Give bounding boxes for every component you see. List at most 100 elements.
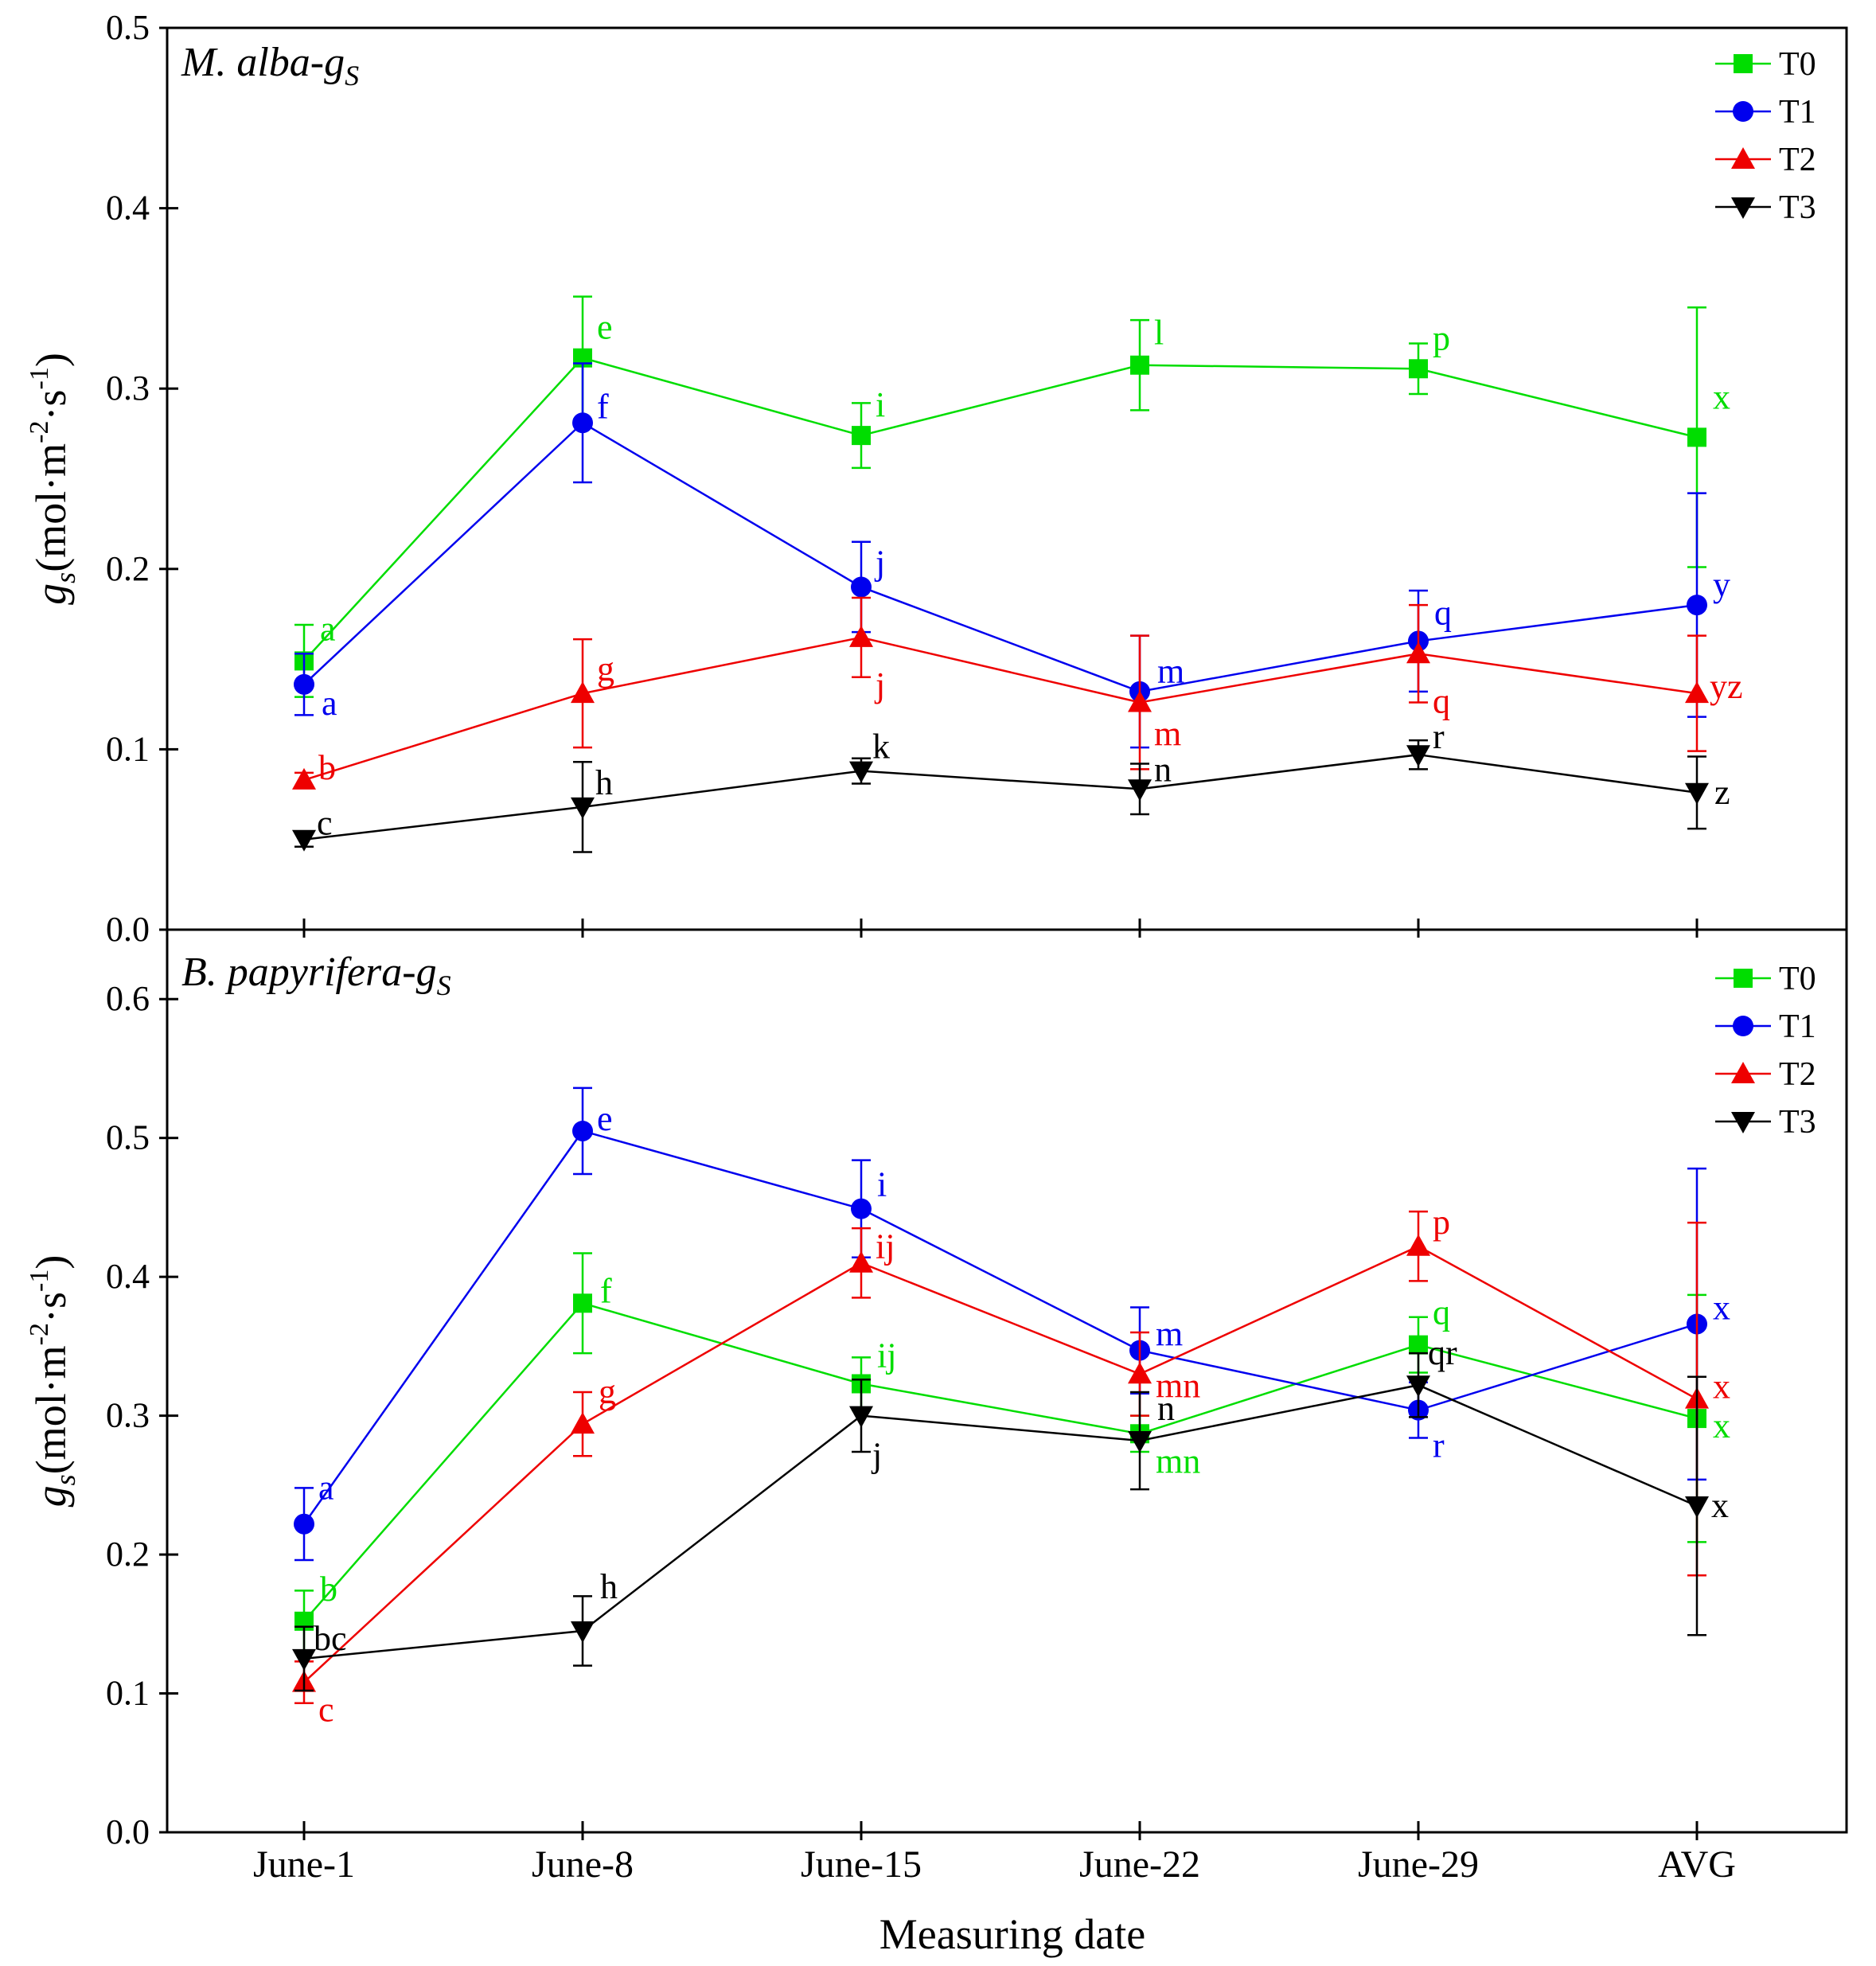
significance-label: mn (1156, 1441, 1200, 1480)
significance-label: i (877, 1165, 887, 1204)
y-axis-title: gs(mol·m-2·s-1) (25, 353, 81, 605)
data-point-T3 (571, 1621, 595, 1644)
data-point-T3 (292, 829, 316, 852)
x-axis-tick-labels: June-1 June-8 June-15 June-22 June-29 AVG (253, 1843, 1736, 1886)
data-point-T2 (1406, 642, 1430, 664)
series-T2: c g ij mn p x (292, 1203, 1730, 1730)
y-tick-label: 0.5 (106, 1118, 150, 1157)
data-point-T0 (1130, 355, 1149, 375)
significance-label: p (1433, 1203, 1450, 1242)
significance-label: ij (876, 1227, 895, 1266)
series-line-T3 (303, 1383, 1698, 1660)
significance-label: m (1157, 652, 1184, 691)
significance-label: q (1434, 593, 1452, 632)
x-tick-label: June-8 (532, 1843, 634, 1886)
significance-label: bc (314, 1619, 347, 1658)
data-point-T0 (573, 1293, 592, 1313)
x-tick-label: June-29 (1358, 1843, 1479, 1886)
plot-frame (166, 928, 1848, 1834)
data-point-T2 (1128, 1362, 1152, 1384)
y-tick-label: 0.6 (106, 979, 150, 1018)
legend-item-T2: T2 (1715, 1056, 1816, 1093)
data-point-T3 (1406, 745, 1430, 767)
legend-marker-T2 (1731, 147, 1755, 169)
panel-m-alba: 0.0 0.1 0.2 0.3 0.4 0.5 M. alba-gS gs(mol·m-2·s… (25, 8, 1848, 949)
significance-label: r (1433, 1426, 1445, 1465)
series-T3: bc h j n qr x (292, 1333, 1729, 1692)
data-point-T3 (1128, 1431, 1152, 1453)
legend-label: T2 (1779, 142, 1816, 178)
significance-label: x (1711, 1486, 1729, 1525)
significance-label: f (597, 387, 609, 426)
legend-item-T3: T3 (1715, 189, 1816, 226)
series-line-T0 (303, 1301, 1698, 1622)
data-point-T1 (572, 1120, 593, 1141)
significance-label: k (872, 727, 890, 767)
y-tick-label: 0.2 (106, 549, 150, 588)
data-point-T1 (851, 1198, 872, 1219)
y-tick-label: 0.3 (106, 369, 150, 408)
series-line-T0 (303, 357, 1698, 662)
data-point-T1 (294, 1513, 314, 1535)
x-axis-title: Measuring date (879, 1910, 1145, 1958)
data-point-T3 (1685, 782, 1709, 805)
x-tick-label: June-1 (253, 1843, 355, 1886)
significance-label: c (317, 804, 333, 843)
significance-label: z (1714, 773, 1730, 812)
data-point-T2 (571, 1412, 595, 1434)
panel-b-papyrifera: 0.0 0.1 0.2 0.3 0.4 0.5 0.6 B. papyrifera-gS gs(… (25, 928, 1848, 1851)
legend-marker-T3 (1731, 197, 1755, 219)
legend-item-T2: T2 (1715, 142, 1816, 178)
data-point-T1 (572, 412, 593, 434)
significance-label: g (597, 649, 614, 688)
legend: T0 T1 T2 T3 (1715, 46, 1816, 226)
x-tick-label: AVG (1658, 1843, 1736, 1886)
significance-label: e (597, 1099, 613, 1138)
legend-item-T0: T0 (1715, 46, 1816, 83)
y-tick-label: 0.2 (106, 1535, 150, 1574)
data-point-T1 (851, 576, 872, 598)
plot-frame (166, 26, 1848, 931)
significance-label: l (1154, 314, 1164, 353)
significance-label: q (1433, 1293, 1450, 1332)
significance-label: b (318, 748, 336, 787)
data-point-T2 (292, 767, 316, 790)
significance-label: h (595, 763, 613, 802)
significance-label: q (1433, 681, 1450, 720)
significance-label: m (1154, 714, 1181, 753)
y-tick-label: 0.1 (106, 1674, 150, 1713)
data-point-T3 (1406, 1375, 1430, 1398)
data-point-T1 (1687, 595, 1707, 616)
series-line-T3 (303, 753, 1698, 841)
significance-label: yz (1710, 667, 1743, 706)
significance-label: m (1156, 1315, 1183, 1354)
significance-label: e (597, 308, 613, 347)
y-tick-label: 0.1 (106, 729, 150, 768)
significance-label: x (1713, 1288, 1730, 1327)
significance-label: x (1713, 1406, 1730, 1445)
significance-label: a (318, 1469, 334, 1508)
data-point-T2 (1128, 690, 1152, 712)
series-line-T2 (303, 636, 1698, 782)
panel-title: B. papyrifera-gS (181, 950, 451, 1001)
significance-label: a (322, 684, 337, 723)
data-point-T3 (1128, 779, 1152, 802)
y-tick-label: 0.0 (106, 910, 150, 949)
data-point-T0 (852, 426, 871, 446)
significance-label: b (320, 1570, 337, 1609)
significance-label: p (1433, 318, 1450, 357)
data-point-T3 (571, 797, 595, 819)
series-line-T1 (303, 421, 1698, 693)
legend-label: T3 (1779, 1104, 1816, 1141)
significance-label: r (1433, 717, 1445, 756)
legend: T0 T1 T2 T3 (1715, 961, 1816, 1141)
legend-marker-T0 (1734, 969, 1753, 988)
series-T1: a f j m q y (294, 362, 1730, 749)
significance-label: x (1713, 377, 1730, 416)
significance-label: y (1713, 565, 1730, 604)
significance-label: ij (877, 1336, 896, 1375)
series-T2: b g j m q yz (292, 596, 1743, 790)
legend-item-T3: T3 (1715, 1104, 1816, 1141)
data-point-T0 (1409, 359, 1428, 379)
